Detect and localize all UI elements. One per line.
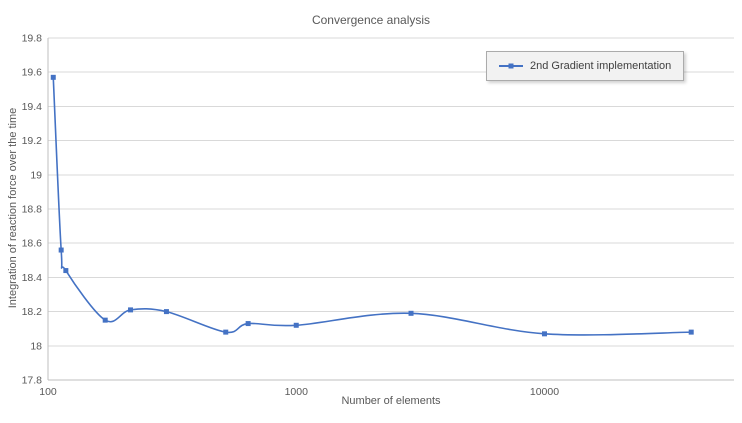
legend-line-marker-icon bbox=[499, 63, 523, 69]
svg-text:18: 18 bbox=[30, 340, 42, 352]
svg-text:18.2: 18.2 bbox=[22, 306, 43, 318]
y-axis-title: Integration of reaction force over the t… bbox=[7, 107, 19, 309]
svg-text:18.6: 18.6 bbox=[22, 238, 43, 250]
svg-text:18.8: 18.8 bbox=[22, 204, 43, 216]
svg-text:19: 19 bbox=[30, 169, 42, 181]
svg-text:19.4: 19.4 bbox=[22, 101, 43, 113]
svg-text:18.4: 18.4 bbox=[22, 272, 43, 284]
svg-text:19.6: 19.6 bbox=[22, 67, 43, 79]
svg-text:1000: 1000 bbox=[285, 386, 309, 398]
svg-text:100: 100 bbox=[39, 386, 57, 398]
svg-text:17.8: 17.8 bbox=[22, 375, 43, 387]
svg-text:19.8: 19.8 bbox=[22, 33, 43, 45]
legend: 2nd Gradient implementation bbox=[486, 51, 685, 81]
svg-text:10000: 10000 bbox=[530, 386, 559, 398]
chart-title: Convergence analysis bbox=[311, 13, 431, 27]
svg-text:19.2: 19.2 bbox=[22, 135, 43, 147]
x-axis-title: Number of elements bbox=[341, 395, 441, 407]
legend-square-marker-icon bbox=[508, 63, 514, 69]
legend-entry-label: 2nd Gradient implementation bbox=[530, 60, 672, 72]
